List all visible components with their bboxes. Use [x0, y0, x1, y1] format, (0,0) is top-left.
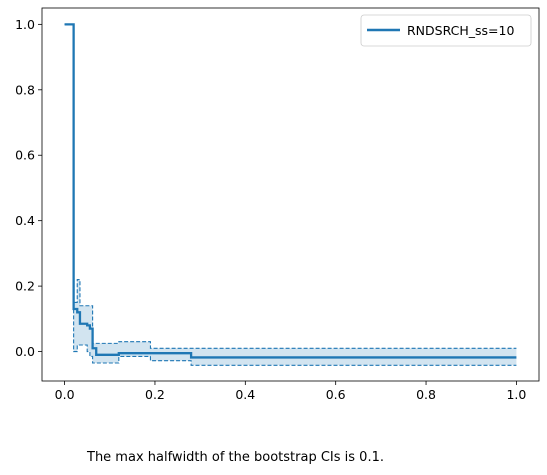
y-tick-label: 0.4 — [15, 213, 35, 228]
plot-area: 0.0 0.2 0.4 0.6 0.8 1.0 0.0 0.2 0.4 0.6 0.8 1.0 RN… — [15, 7, 540, 402]
x-axis: 0.0 0.2 0.4 0.6 0.8 1.0 — [55, 381, 526, 402]
x-tick-label: 0.8 — [416, 387, 436, 402]
series-line-rndsrch-ss-10 — [64, 23, 517, 359]
axes-frame — [41, 7, 540, 382]
y-tick-label: 1.0 — [15, 17, 35, 32]
y-tick-label: 0.6 — [15, 148, 35, 163]
x-tick-label: 0.0 — [55, 387, 75, 402]
x-tick-label: 0.4 — [235, 387, 255, 402]
legend: RNDSRCH_ss=10 — [360, 14, 532, 47]
y-axis: 0.0 0.2 0.4 0.6 0.8 1.0 — [15, 17, 42, 359]
ci-upper-line — [64, 23, 517, 349]
legend-box — [360, 14, 532, 47]
x-tick-label: 1.0 — [506, 387, 526, 402]
series-layer — [64, 23, 517, 359]
legend-label: RNDSRCH_ss=10 — [407, 23, 514, 38]
ci-caption: The max halfwidth of the bootstrap CIs i… — [87, 450, 384, 465]
ci-lower-line — [64, 23, 517, 366]
ci-band — [64, 24, 517, 366]
y-tick-label: 0.8 — [15, 82, 35, 97]
x-tick-label: 0.2 — [145, 387, 165, 402]
ci-band-layer — [64, 23, 517, 366]
y-tick-label: 0.2 — [15, 279, 35, 294]
x-tick-label: 0.6 — [326, 387, 346, 402]
y-tick-label: 0.0 — [15, 344, 35, 359]
